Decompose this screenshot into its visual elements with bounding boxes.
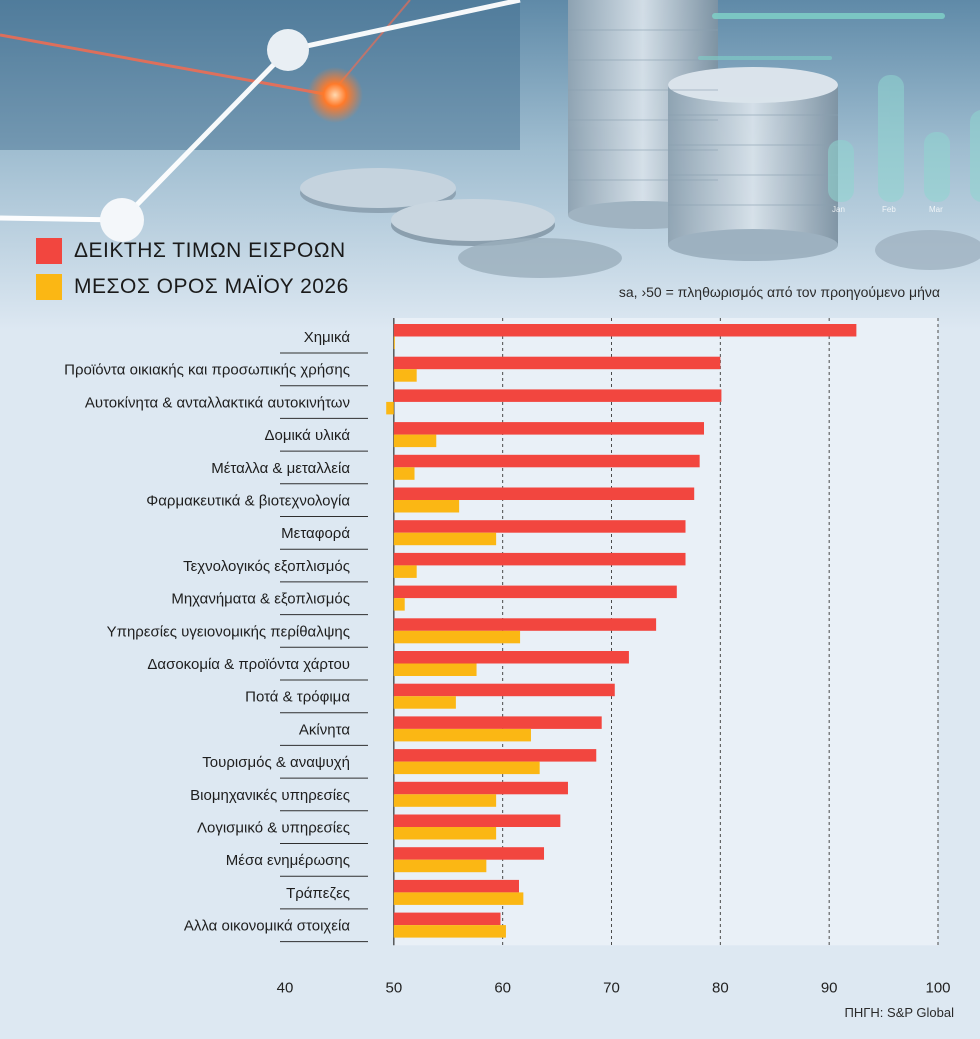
legend: ΔΕΙΚΤΗΣ ΤΙΜΩΝ ΕΙΣΡΟΩΝ ΜΕΣΟΣ ΟΡΟΣ ΜΑΪΟΥ 2… [36,238,349,310]
legend-item-input-prices: ΔΕΙΚΤΗΣ ΤΙΜΩΝ ΕΙΣΡΟΩΝ [36,238,349,264]
category-label: Τεχνολογικός εξοπλισμός [183,558,350,575]
bar-input-prices [393,651,629,664]
bar-average [393,696,456,709]
legend-item-average: ΜΕΣΟΣ ΟΡΟΣ ΜΑΪΟΥ 2026 [36,274,349,300]
category-label: Μηχανήματα & εξοπλισμός [171,591,350,608]
chart-note: sa, ›50 = πληθωρισμός από τον προηγούμεν… [618,284,940,300]
x-tick-label: 50 [385,979,402,996]
category-label: Δασοκομία & προϊόντα χάρτου [147,656,350,673]
legend-swatch-red [36,238,62,264]
x-tick-label: 100 [925,979,950,996]
bar-input-prices [393,847,545,860]
bar-average [393,728,531,742]
bar-average [393,565,417,578]
header-illustration: Jan Feb Mar [0,0,980,330]
bar-average [393,500,460,513]
bar-average [393,630,521,644]
bar-average [393,925,506,938]
bar-average [386,401,394,415]
bar-input-prices [393,389,722,402]
legend-swatch-yellow [36,274,62,300]
bar-average [393,369,417,382]
category-label: Δομικά υλικά [264,427,350,444]
category-label: Μέσα ενημέρωσης [226,852,350,869]
bar-input-prices [393,781,568,795]
category-label: Τράπεζες [286,885,350,902]
category-label: Ακίνητα [299,721,350,738]
bar-average [393,827,497,840]
bar-input-prices [393,912,501,926]
category-label: Αλλα οικονομικά στοιχεία [184,918,350,935]
category-label: Λογισμικό & υπηρεσίες [197,820,350,837]
bar-input-prices [393,520,686,533]
bar-input-prices [393,324,857,337]
x-tick-label: 80 [712,979,729,996]
bar-average [393,892,524,905]
source-credit: ΠΗΓΗ: S&P Global [844,1005,954,1020]
x-tick-label: 90 [821,979,838,996]
bar-input-prices [393,814,561,827]
category-label: Τουρισμός & αναψυχή [202,754,350,771]
bar-input-prices [393,552,686,566]
bar-average [393,663,477,676]
hero-month-label: Feb [882,205,896,214]
bar-input-prices [393,454,700,468]
category-label: Υπηρεσίες υγειονομικής περίθαλψης [107,623,350,640]
legend-label: ΜΕΣΟΣ ΟΡΟΣ ΜΑΪΟΥ 2026 [74,275,349,298]
category-label: Φαρμακευτικά & βιοτεχνολογία [146,493,350,510]
bar-chart: 40 50 60 70 80 90 100 Χημικά Προϊόντα οικιακής κ… [64,318,951,996]
category-label: Μέταλλα & μεταλλεία [211,460,350,477]
bar-input-prices [393,716,602,729]
category-label: Αυτοκίνητα & ανταλλακτικά αυτοκινήτων [85,394,350,411]
bar-average [393,859,487,873]
category-label: Ποτά & τρόφιμα [245,689,350,706]
category-label: Βιομηχανικές υπηρεσίες [190,787,350,804]
category-label: Προϊόντα οικιακής και προσωπικής χρήσης [64,362,350,379]
bar-input-prices [393,618,657,631]
legend-label: ΔΕΙΚΤΗΣ ΤΙΜΩΝ ΕΙΣΡΟΩΝ [74,239,346,262]
bar-input-prices [393,356,721,370]
bar-input-prices [393,585,677,599]
category-label: Χημικά [304,329,351,346]
x-tick-label: 40 [277,979,294,996]
bar-input-prices [393,422,705,435]
bar-average [393,598,405,611]
bar-average [393,761,540,775]
hero-month-label: Mar [929,205,943,214]
bar-average [393,336,395,349]
bar-input-prices [393,879,519,893]
x-tick-label: 60 [494,979,511,996]
x-tick-label: 70 [603,979,620,996]
bar-input-prices [393,487,695,500]
bar-average [393,794,497,807]
bar-average [393,532,497,546]
bar-average [393,434,437,448]
category-label: Μεταφορά [281,525,350,542]
bar-input-prices [393,683,615,697]
bar-average [393,467,415,480]
bar-input-prices [393,749,597,762]
hero-month-label: Jan [832,205,845,214]
